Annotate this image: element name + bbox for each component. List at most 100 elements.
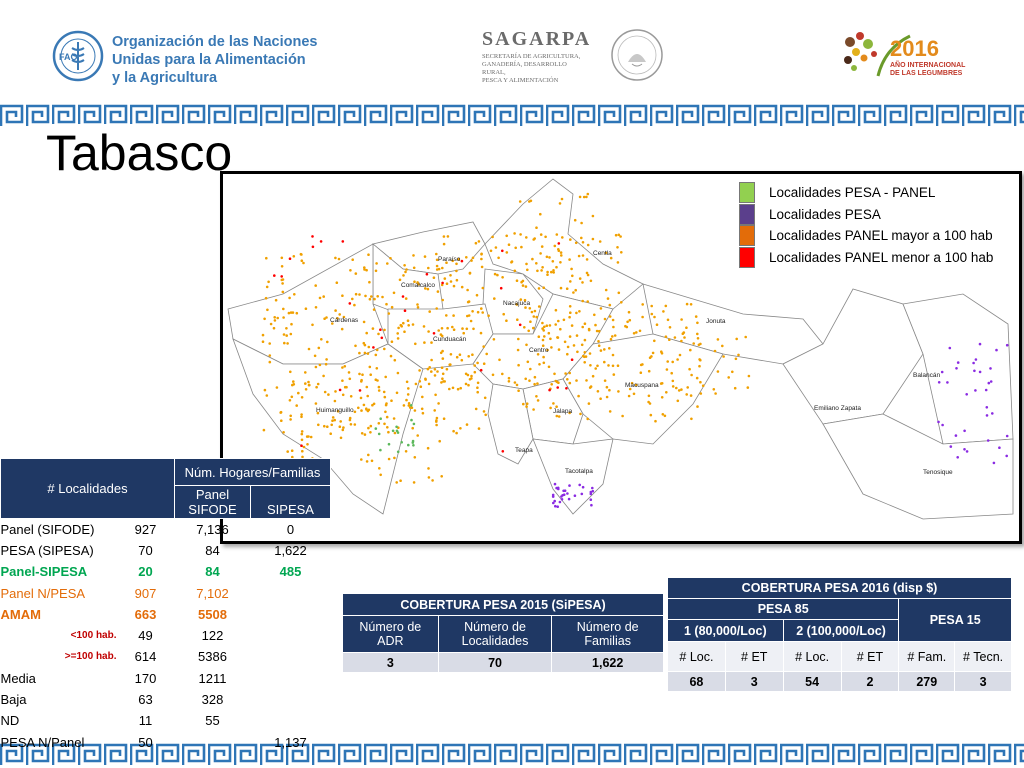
locality-dot-orange [406,319,410,322]
locality-dot-orange [621,414,624,418]
cell-n: 70 [138,542,153,558]
locality-dot-orange [650,304,653,308]
cell-s [251,689,331,710]
locality-dot-orange [263,317,266,321]
locality-dot-orange [304,388,308,391]
locality-dot-orange [333,399,337,403]
locality-dot-orange [268,354,272,357]
locality-dot-orange [407,404,411,407]
locality-dot-orange [435,258,439,262]
locality-dot-orange [318,363,322,367]
locality-dot-orange [475,293,479,297]
locality-dot-orange [515,303,519,306]
locality-dot-orange [375,348,379,352]
cell-n: 50 [138,734,153,750]
locality-dot-orange [456,387,460,391]
locality-dot-orange [563,340,567,344]
place-label: Centro [529,347,549,354]
locality-dot-red [501,249,504,253]
locality-dot-orange [279,411,282,414]
locality-dot-orange [468,272,472,275]
locality-dot-orange [616,364,620,367]
locality-dot-orange [420,407,424,411]
locality-dot-orange [698,364,701,368]
locality-dot-orange [561,236,564,239]
locality-dot-orange [695,376,699,380]
locality-dot-purple [965,393,968,396]
locality-dot-orange [427,330,430,333]
locality-dot-orange [575,379,578,382]
locality-dot-orange [288,296,291,300]
locality-dot-orange [407,402,411,405]
locality-dot-orange [628,387,632,391]
locality-dot-orange [544,235,547,239]
locality-dot-green [395,425,398,429]
locality-dot-orange [747,374,751,378]
locality-dot-orange [545,324,549,327]
locality-dot-orange [435,416,439,420]
locality-dot-orange [439,351,443,355]
locality-dot-orange [599,349,603,352]
cell-label: >=100 hab. [64,651,117,663]
locality-dot-orange [552,269,555,272]
locality-dot-orange [535,395,538,398]
locality-dot-orange [539,252,542,255]
locality-dot-red [311,235,314,238]
locality-dot-orange [516,348,520,352]
legend-label: Localidades PANEL menor a 100 hab [769,249,994,265]
locality-dot-orange [663,414,667,418]
locality-dot-orange [476,381,480,385]
locality-dot-orange [493,272,497,276]
locality-dot-orange [354,292,358,296]
locality-dot-orange [487,314,490,317]
locality-dot-orange [340,327,344,331]
locality-dot-orange [455,269,458,273]
locality-dot-orange [529,320,532,323]
cell-n: 614 [134,649,157,665]
locality-dot-orange [419,385,423,388]
locality-dot-orange [653,339,656,343]
locality-dot-orange [367,253,370,256]
locality-dot-orange [289,332,293,336]
locality-dot-orange [581,281,584,284]
locality-dot-orange [371,327,375,330]
locality-dot-orange [550,383,553,386]
locality-dot-orange [501,372,504,376]
locality-dot-orange [451,386,455,390]
locality-dot-orange [387,312,391,315]
table-row: Baja 63 328 [1,689,331,710]
locality-dot-orange [551,260,555,263]
cobertura-2016-table: COBERTURA PESA 2016 (disp $) PESA 85 PES… [666,577,1012,692]
locality-dot-orange [266,308,269,312]
locality-dot-orange [464,382,468,386]
locality-dot-orange [375,367,379,370]
locality-dot-orange [341,379,344,382]
locality-dot-orange [528,307,532,310]
locality-dot-orange [653,315,656,319]
locality-dot-orange [281,290,285,294]
locality-dot-green [374,427,378,430]
locality-dot-orange [406,393,410,396]
locality-dot-orange [578,310,581,313]
locality-dot-orange [441,372,445,376]
locality-dot-orange [382,390,386,394]
cell-s [251,604,331,625]
locality-dot-orange [261,333,265,337]
cell-n: 907 [134,585,157,601]
locality-dot-orange [540,269,543,272]
locality-dot-orange [381,295,384,299]
locality-dot-orange [543,335,546,338]
cell-s [251,668,331,689]
locality-dot-purple [956,456,959,459]
locality-dot-orange [604,251,608,255]
localidades-table: # Localidades Núm. Hogares/Familias Pane… [0,457,331,753]
locality-dot-orange [581,254,585,257]
locality-dot-orange [366,394,369,398]
locality-dot-orange [574,241,578,245]
locality-dot-orange [608,347,611,350]
locality-dot-red [556,386,559,389]
locality-dot-orange [416,306,420,309]
locality-dot-orange [526,360,530,364]
locality-dot-orange [290,395,294,399]
locality-dot-orange [396,371,400,375]
